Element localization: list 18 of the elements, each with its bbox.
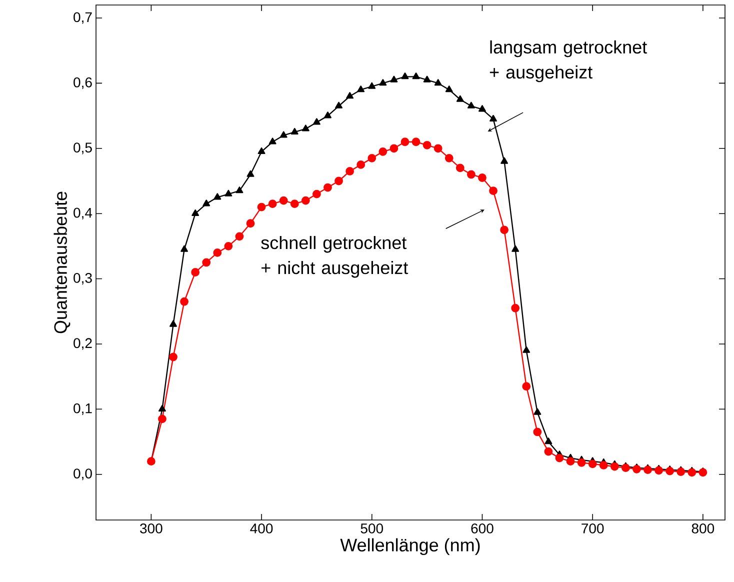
y-tick-label: 0,5	[74, 142, 92, 154]
x-tick-label: 700	[582, 524, 604, 534]
x-tick-label: 300	[140, 524, 162, 534]
x-tick-label: 800	[692, 524, 714, 534]
y-tick-label: 0,4	[74, 208, 92, 220]
x-tick-label: 400	[250, 524, 273, 534]
y-axis-title: Quantenausbeute	[54, 192, 70, 334]
x-axis-title: Wellenlänge (nm)	[340, 538, 480, 556]
x-tick-label: 500	[360, 524, 384, 534]
y-tick-label: 0,3	[74, 272, 92, 285]
y-tick-label: 0,6	[74, 77, 92, 89]
y-tick-label: 0,0	[74, 468, 92, 480]
x-tick-label: 600	[471, 524, 494, 534]
y-tick-label: 0,7	[74, 12, 92, 24]
annotation: langsam getrocknet + ausgeheizt	[490, 40, 647, 82]
y-tick-label: 0,2	[74, 338, 92, 350]
annotation: schnell getrocknet + nicht ausgeheizt	[261, 236, 408, 278]
y-tick-label: 0,1	[74, 403, 92, 415]
